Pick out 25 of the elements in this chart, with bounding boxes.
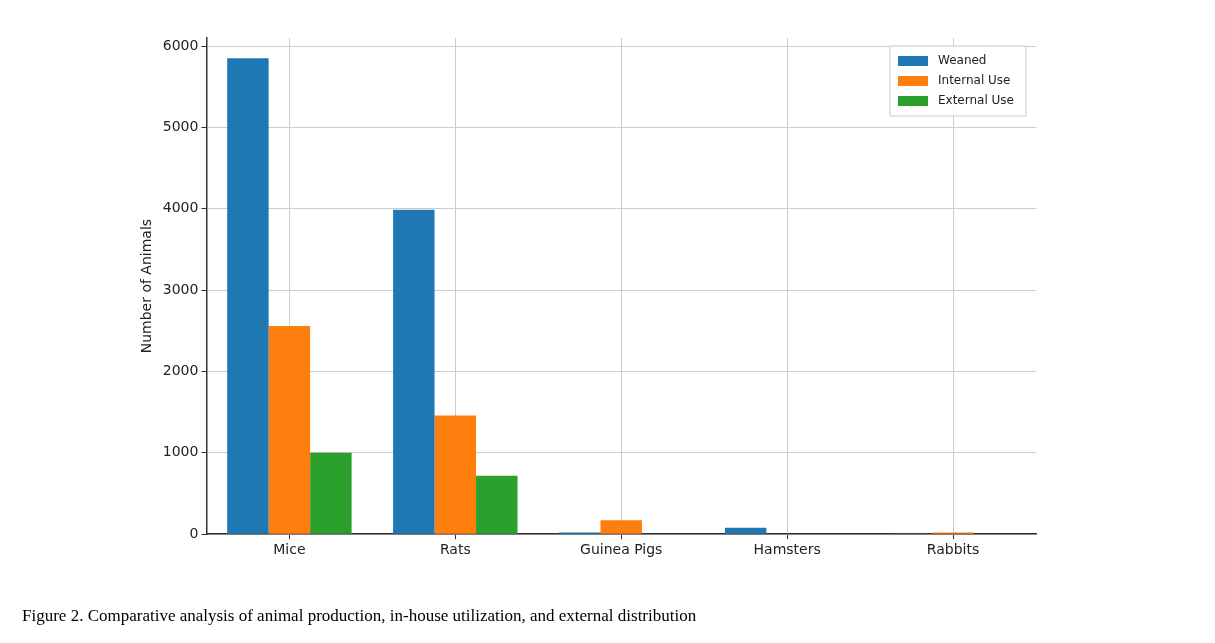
y-tick-label: 2000 xyxy=(162,362,199,379)
bar xyxy=(476,475,518,534)
x-tick-label: Rabbits xyxy=(926,541,980,558)
bar xyxy=(268,325,311,534)
legend-label: Weaned xyxy=(937,53,987,68)
bar xyxy=(724,527,767,534)
y-tick-label: 5000 xyxy=(162,118,199,135)
x-tick-label: Rats xyxy=(439,541,471,558)
y-tick-label: 6000 xyxy=(162,36,199,53)
caption: Figure 2. Comparative analysis of animal production, in-house utilization, and external distribution xyxy=(22,606,697,626)
y-axis-title: Number of Animals xyxy=(138,218,155,354)
bar xyxy=(393,209,435,534)
bar xyxy=(227,58,269,534)
y-tick-label: 1000 xyxy=(162,443,199,460)
x-tick-label: Hamsters xyxy=(753,541,821,558)
bar xyxy=(434,415,477,534)
y-tick-label: 0 xyxy=(189,524,199,541)
bar xyxy=(310,452,352,534)
legend-label: Internal Use xyxy=(937,73,1011,88)
legend-label: External Use xyxy=(937,93,1015,108)
y-tick-label: 4000 xyxy=(162,199,199,216)
x-tick-label: Mice xyxy=(273,541,306,558)
y-tick-label: 3000 xyxy=(162,280,199,297)
bar xyxy=(600,520,642,534)
x-tick-label: Guinea Pigs xyxy=(580,541,663,558)
